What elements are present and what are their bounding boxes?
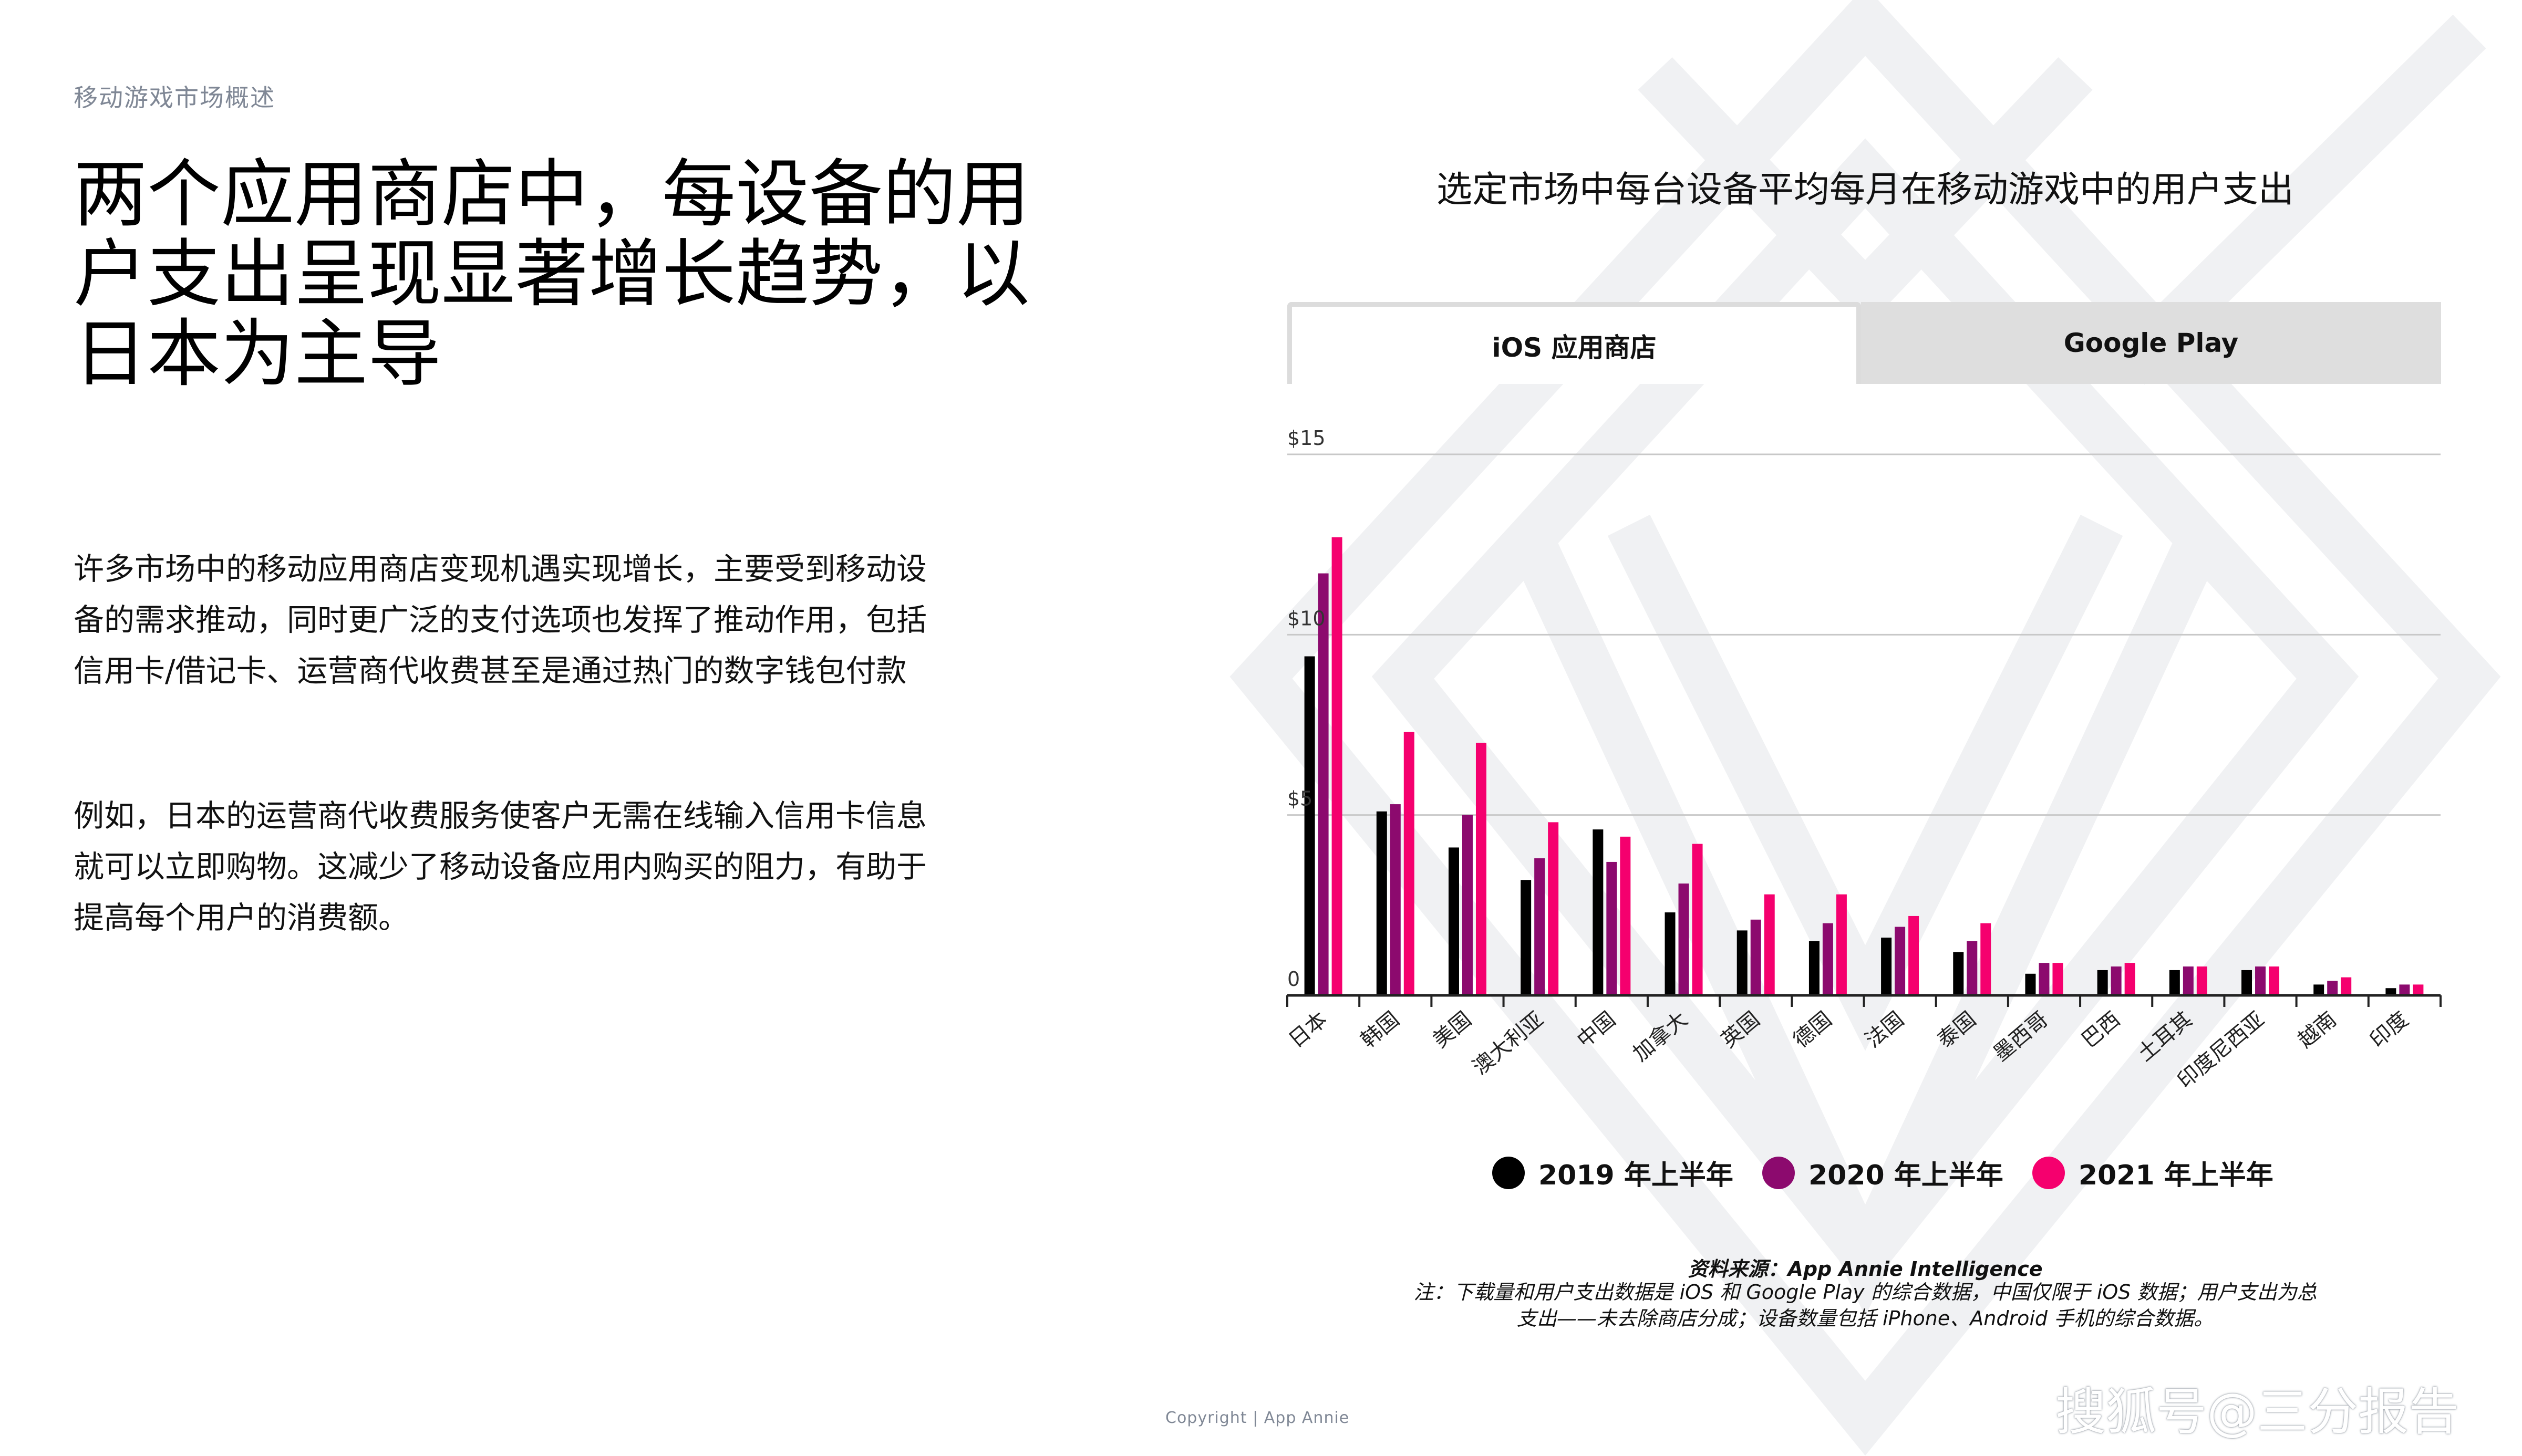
category-label-10: 墨西哥 [1989,1007,2052,1066]
category-label-12: 土耳其 [2133,1007,2197,1066]
bar-11-0 [2097,970,2108,995]
category-label-3: 澳大利亚 [1468,1007,1548,1079]
y-tick-label-1: $5 [1287,787,1312,810]
bar-2-1 [1462,815,1473,995]
bar-12-1 [2183,966,2194,995]
bar-2-2 [1475,743,1486,995]
chart-gridlines [1287,453,2441,816]
bar-8-2 [1908,916,1919,995]
chart-title: 选定市场中每台设备平均每月在移动游戏中的用户支出 [1436,169,2294,211]
footnote-line-2: 支出——未去除商店分成；设备数量包括 iPhone、Android 手机的综合数… [1516,1307,2214,1330]
bar-5-1 [1678,883,1689,995]
chart-legend: 2019 年上半年 2020 年上半年 2021 年上半年 [1492,1153,2300,1195]
legend-swatch-2019 [1492,1156,1525,1189]
bar-7-1 [1822,923,1833,995]
bar-0-1 [1318,573,1329,995]
category-label-7: 德国 [1789,1007,1836,1053]
bar-14-0 [2313,984,2324,995]
bar-6-1 [1750,919,1761,995]
bar-13-2 [2269,966,2280,995]
bar-8-1 [1895,927,1906,995]
bar-12-0 [2169,970,2180,995]
bar-3-0 [1521,880,1532,995]
category-label-9: 泰国 [1933,1007,1981,1053]
legend-label-2019: 2019 年上半年 [1538,1160,1733,1191]
store-tabs: iOS 应用商店 Google Play [1287,302,2441,386]
y-tick-label-2: $10 [1287,607,1326,630]
bar-9-1 [1967,941,1978,995]
category-label-15: 印度 [2365,1007,2413,1053]
bar-13-0 [2241,970,2252,995]
bar-1-2 [1403,732,1414,995]
category-label-0: 日本 [1284,1007,1332,1053]
bar-3-2 [1548,822,1559,995]
bar-2-0 [1448,847,1459,995]
bar-4-1 [1606,861,1617,995]
bar-10-2 [2052,963,2063,995]
legend-label-2021: 2021 年上半年 [2078,1160,2273,1191]
category-label-8: 法国 [1861,1007,1909,1053]
bar-14-2 [2341,977,2352,995]
y-tick-label-0: 0 [1287,968,1300,991]
bar-1-0 [1376,811,1387,995]
bar-9-2 [1980,923,1991,995]
bar-8-0 [1881,938,1892,995]
legend-item-2020: 2020 年上半年 [1762,1153,2003,1192]
copyright: Copyright | App Annie [1165,1409,1350,1427]
category-label-5: 加拿大 [1628,1007,1692,1066]
category-label-11: 巴西 [2077,1007,2125,1053]
footnote-line-1: 注：下载量和用户支出数据是 iOS 和 Google Play 的综合数据，中国… [1413,1281,2317,1304]
bar-7-2 [1836,894,1847,995]
tab-ios-app-store[interactable]: iOS 应用商店 [1287,302,1861,384]
legend-item-2019: 2019 年上半年 [1492,1153,1733,1192]
category-label-4: 中国 [1573,1007,1620,1053]
category-label-14: 越南 [2293,1007,2341,1053]
bar-11-2 [2124,963,2135,995]
bar-0-0 [1304,656,1315,995]
bar-7-0 [1808,941,1820,995]
bar-4-0 [1593,829,1604,995]
bar-10-1 [2039,963,2050,995]
source-note: 资料来源：App Annie Intelligence [1688,1257,2043,1281]
footnote: 注：下载量和用户支出数据是 iOS 和 Google Play 的综合数据，中国… [1340,1279,2391,1332]
bar-11-1 [2111,966,2122,995]
page-headline: 两个应用商店中，每设备的用户支出呈现显著增长趋势，以日本为主导 [74,152,1030,397]
bar-9-0 [1953,952,1964,995]
bar-14-1 [2327,981,2338,995]
bar-5-2 [1692,844,1703,995]
legend-swatch-2020 [1762,1156,1795,1189]
bar-4-2 [1620,836,1631,995]
bar-15-2 [2413,984,2424,995]
chart-axis [1286,994,2442,1007]
tab-google-play[interactable]: Google Play [1861,302,2441,384]
legend-swatch-2021 [2032,1156,2065,1189]
bar-6-2 [1764,894,1775,995]
y-tick-label-3: $15 [1287,427,1326,450]
bar-6-0 [1737,930,1748,995]
chart-bars [1304,537,2424,995]
bar-15-1 [2399,984,2410,995]
body-paragraph-2: 例如，日本的运营商代收费服务使客户无需在线输入信用卡信息就可以立即购物。这减少了… [74,798,927,935]
bar-10-0 [2025,973,2036,995]
body-paragraph-1: 许多市场中的移动应用商店变现机遇实现增长，主要受到移动设备的需求推动，同时更广泛… [74,551,927,689]
bar-3-1 [1534,858,1545,995]
bar-13-1 [2255,966,2266,995]
category-label-2: 美国 [1429,1007,1476,1053]
legend-label-2020: 2020 年上半年 [1808,1160,2003,1191]
category-label-6: 英国 [1717,1007,1764,1053]
bar-1-1 [1390,804,1401,995]
legend-item-2021: 2021 年上半年 [2032,1153,2273,1192]
bar-15-0 [2385,988,2396,995]
bar-0-2 [1331,537,1342,995]
bar-5-0 [1665,912,1676,995]
bar-12-2 [2196,966,2207,995]
section-label: 移动游戏市场概述 [74,84,275,112]
category-label-1: 韩国 [1356,1007,1404,1053]
watermark: 搜狐号@三分报告 [2055,1382,2459,1441]
